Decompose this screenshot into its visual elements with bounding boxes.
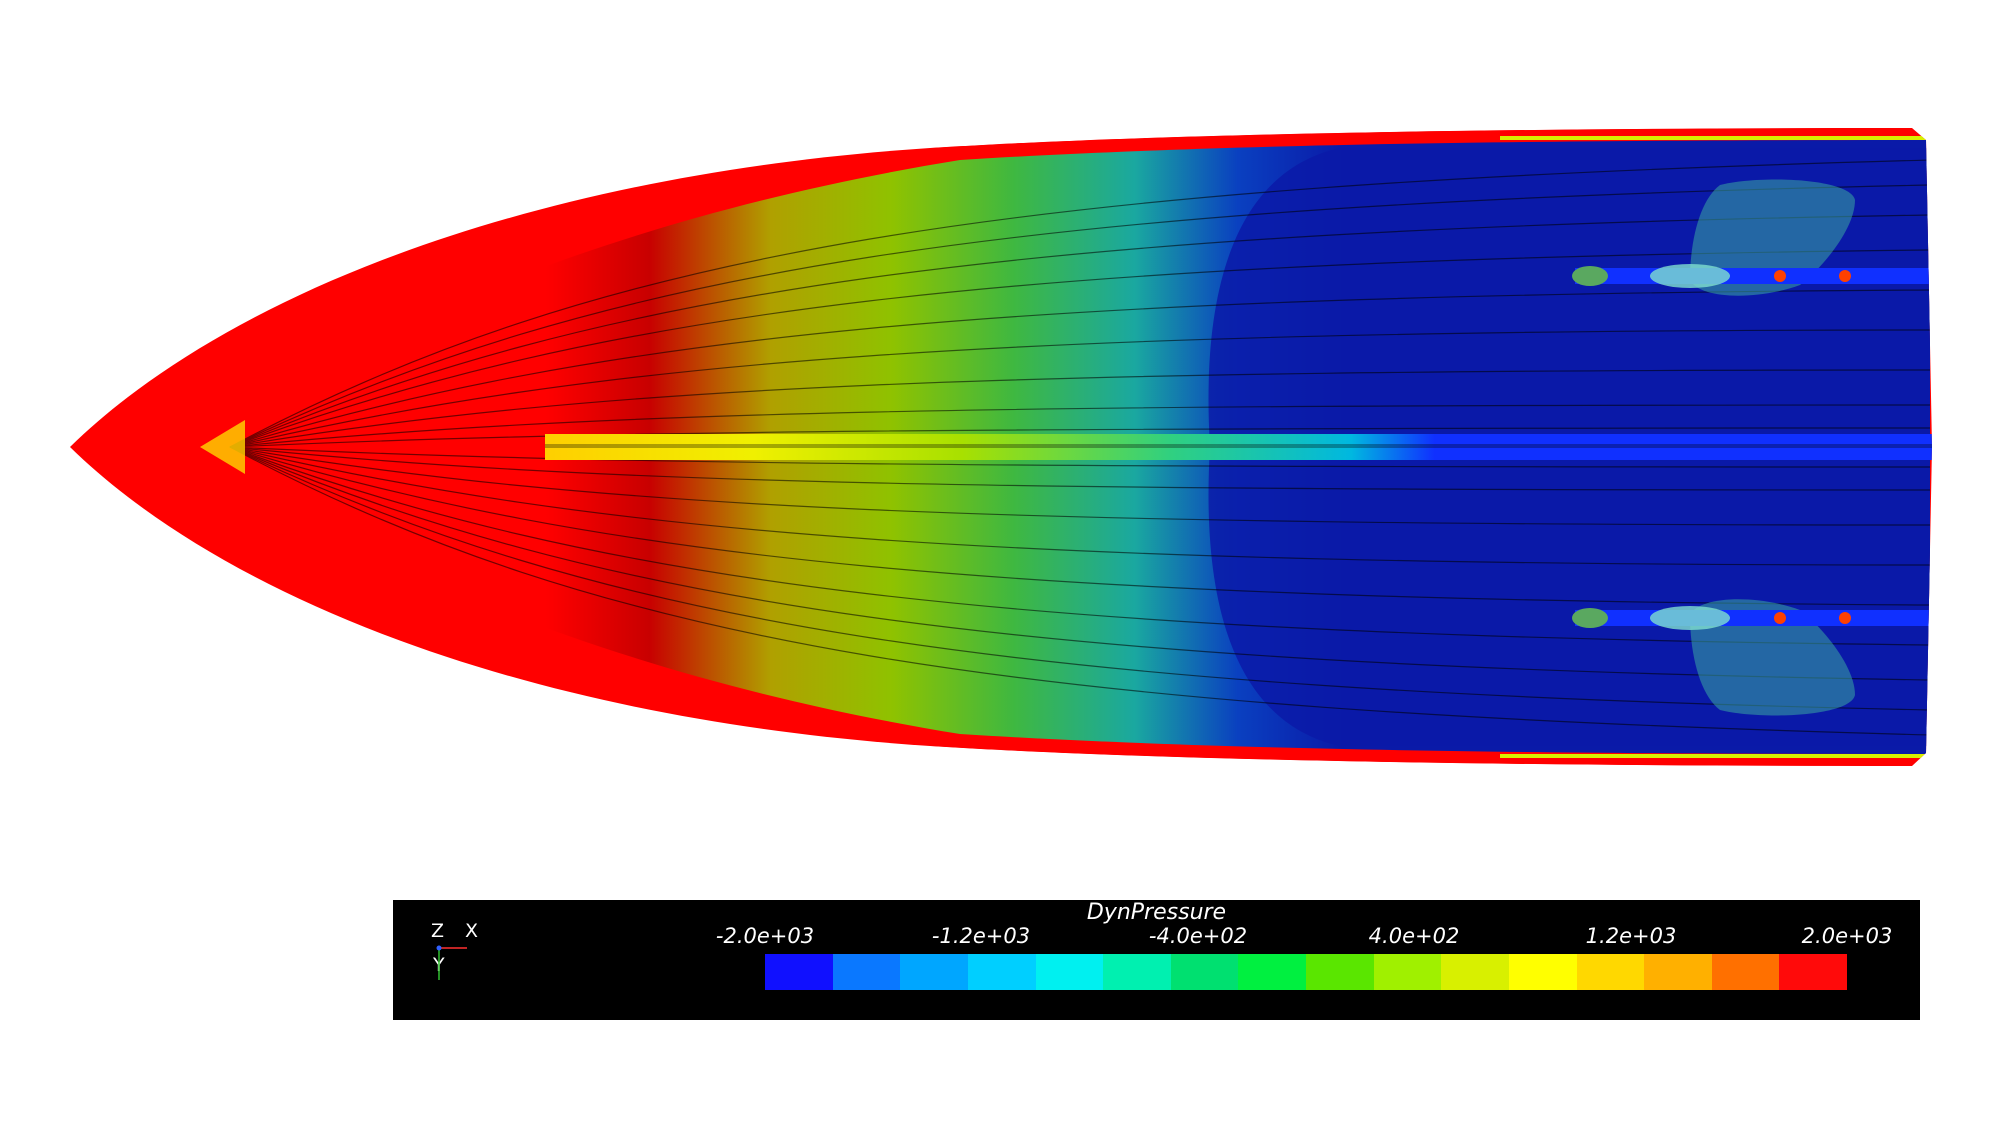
colorbar-band [1103, 954, 1171, 990]
colorbar-band [765, 954, 833, 990]
colorbar [765, 954, 1847, 990]
tick-label: -4.0e+02 [1148, 924, 1248, 948]
hull-surface [70, 128, 1932, 766]
tick-label: -2.0e+03 [715, 924, 815, 948]
tick-label: 2.0e+03 [1801, 924, 1893, 948]
tick-label: -1.2e+03 [931, 924, 1031, 948]
colorbar-band [1306, 954, 1374, 990]
axis-z-label: Z [431, 920, 445, 942]
colorbar-band [1711, 954, 1780, 990]
upper-appendage [1572, 179, 1930, 296]
axes-triad: Z X Y [425, 920, 505, 990]
legend-title: DynPressure [1086, 900, 1227, 925]
colorbar-band [832, 954, 901, 990]
colorbar-band [1644, 954, 1712, 990]
axes-triad-icon [436, 945, 467, 980]
streamlines [229, 159, 1931, 736]
colorbar-band [1170, 954, 1239, 990]
colorbar-band [1779, 954, 1847, 990]
colorbar-band [1373, 954, 1442, 990]
colorbar-band [900, 954, 968, 990]
colorbar-band [1441, 954, 1509, 990]
colorbar-band [1508, 954, 1577, 990]
colorbar-band [967, 954, 1036, 990]
colorbar-band [1238, 954, 1306, 990]
tick-label: 1.2e+03 [1585, 924, 1677, 948]
tick-label: 4.0e+02 [1368, 924, 1460, 948]
colorbar-band [1035, 954, 1104, 990]
color-legend: DynPressure -2.0e+03 -1.2e+03 -4.0e+02 4… [393, 900, 1920, 1020]
lower-appendage [1572, 599, 1930, 716]
keel-centerline [545, 434, 1932, 460]
colorbar-band [1576, 954, 1645, 990]
axis-x-label: X [465, 920, 479, 942]
